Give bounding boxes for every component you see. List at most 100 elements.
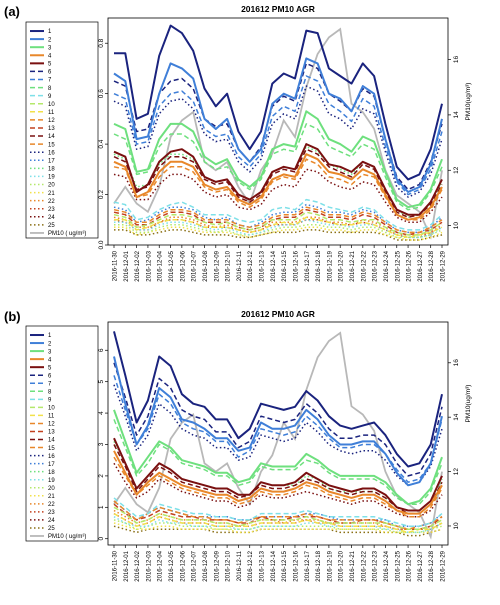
series-line-4 <box>113 450 443 515</box>
y-right-tick-label: 10 <box>453 522 460 530</box>
y-right-axis-label: PM10(ug/m³) <box>465 385 472 423</box>
legend-entry: 24 <box>48 215 55 221</box>
legend-entry: 21 <box>48 191 55 197</box>
x-tick-label: 2016-12-29 <box>441 550 447 581</box>
chart-panel-2: (b)201612 PM10 AGR0123456Relative error … <box>4 309 472 582</box>
series-line-3 <box>113 409 443 506</box>
x-tick-label: 2016-12-10 <box>226 550 232 581</box>
legend-entry: 18 <box>48 167 55 173</box>
series-line-12 <box>113 206 443 234</box>
legend: 1234567891011121314151617181920212223242… <box>25 21 99 239</box>
y-right-tick-label: 16 <box>453 56 460 64</box>
legend-entry: 16 <box>48 454 55 460</box>
legend-entry: 3 <box>48 45 52 51</box>
legend-entry: 10 <box>48 406 55 412</box>
legend-entry: 17 <box>48 158 55 164</box>
series-line-24 <box>113 168 443 224</box>
y-tick-label: 0.8 <box>98 38 105 47</box>
legend-entry: 16 <box>48 150 55 156</box>
x-tick-label: 2016-12-25 <box>395 550 401 581</box>
legend-entry: 5 <box>48 365 52 371</box>
legend-entry: 9 <box>48 398 52 404</box>
legend-entry: 4 <box>48 53 52 59</box>
series-line-11 <box>113 512 443 534</box>
legend-entry: 13 <box>48 430 55 436</box>
x-tick-label: 2016-12-24 <box>384 550 390 581</box>
x-tick-label: 2016-12-26 <box>407 550 413 581</box>
legend-entry: PM10 ( ug/m³) <box>48 534 86 540</box>
y-tick-label: 0.0 <box>98 240 105 249</box>
series-line-14 <box>113 148 443 219</box>
y-right-tick-label: 12 <box>453 166 460 174</box>
x-tick-label: 2016-12-13 <box>260 250 266 281</box>
series-line-17 <box>113 203 443 234</box>
panel-label: (b) <box>4 309 21 324</box>
x-tick-label: 2016-12-07 <box>192 250 198 281</box>
x-tick-label: 2016-12-03 <box>146 550 152 581</box>
x-tick-label: 2016-12-11 <box>237 250 243 281</box>
plot-frame <box>107 321 449 546</box>
legend-entry: 2 <box>48 37 52 43</box>
legend-entry: 1 <box>48 29 52 35</box>
legend-entry: 24 <box>48 518 55 524</box>
legend-entry: 15 <box>48 142 55 148</box>
x-tick-label: 2016-12-17 <box>305 550 311 581</box>
legend-entry: 10 <box>48 102 55 108</box>
series-line-10 <box>113 506 443 531</box>
x-tick-label: 2016-12-21 <box>350 550 356 581</box>
x-tick-label: 2016-12-04 <box>158 550 164 581</box>
x-tick-label: 2016-12-16 <box>293 250 299 281</box>
x-tick-label: 2016-12-15 <box>282 250 288 281</box>
x-tick-label: 2016-12-16 <box>293 550 299 581</box>
series-line-24 <box>113 462 443 518</box>
series-line-19 <box>114 219 443 239</box>
x-tick-label: 2016-12-23 <box>373 550 379 581</box>
x-tick-label: 2016-12-14 <box>271 250 277 281</box>
x-tick-label: 2016-12-11 <box>237 550 243 581</box>
series-line-6 <box>113 362 443 477</box>
y-right-tick-label: 14 <box>453 111 460 119</box>
legend-entry: 11 <box>48 414 55 420</box>
x-tick-label: 2016-12-14 <box>271 550 277 581</box>
legend-entry: 7 <box>48 78 52 84</box>
legend-box <box>25 325 99 542</box>
x-tick-label: 2016-12-02 <box>135 550 141 581</box>
x-tick-label: 2016-12-28 <box>429 250 435 281</box>
series-line-19 <box>113 516 443 534</box>
y-right-tick-label: 16 <box>453 359 460 367</box>
y-tick-label: 2 <box>98 474 105 478</box>
legend-entry: 23 <box>48 510 55 516</box>
series-line-1 <box>114 24 443 181</box>
legend-entry: 2 <box>48 341 52 347</box>
x-tick-label: 2016-12-15 <box>282 550 288 581</box>
legend-entry: 21 <box>48 494 55 500</box>
legend-entry: 14 <box>48 134 55 140</box>
legend-entry: PM10 ( ug/m³) <box>48 231 86 237</box>
series-line-21 <box>114 226 443 241</box>
y-tick-label: 4 <box>98 411 105 415</box>
y-tick-label: 6 <box>98 348 105 352</box>
plot-frame <box>107 17 449 246</box>
x-tick-label: 2016-12-27 <box>418 550 424 581</box>
y-right-tick-label: 12 <box>453 468 460 476</box>
chart-title: 201612 PM10 AGR <box>241 4 315 14</box>
x-tick-label: 2016-12-12 <box>248 550 254 581</box>
x-tick-label: 2016-12-26 <box>407 250 413 281</box>
x-tick-label: 2016-12-10 <box>226 250 232 281</box>
series-line-2 <box>113 57 443 193</box>
x-tick-label: 2016-12-06 <box>180 550 186 581</box>
panel-label: (a) <box>4 4 20 19</box>
legend-entry: 5 <box>48 62 52 68</box>
x-tick-label: 2016-12-18 <box>316 250 322 281</box>
y-tick-label: 1 <box>98 505 105 509</box>
series-line-14 <box>113 444 443 515</box>
series-line-9 <box>113 497 443 527</box>
legend-entry: 20 <box>48 486 55 492</box>
x-tick-label: 2016-11-30 <box>113 250 119 281</box>
series-line-16 <box>113 384 443 487</box>
legend-entry: 6 <box>48 70 52 76</box>
series-line-4 <box>113 153 443 221</box>
x-tick-label: 2016-12-19 <box>327 550 333 581</box>
x-tick-label: 2016-12-08 <box>203 250 209 281</box>
